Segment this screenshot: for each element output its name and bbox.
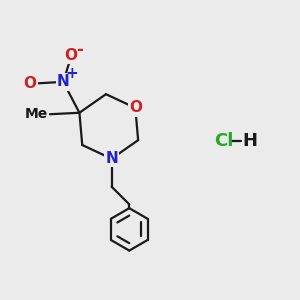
Text: +: +: [65, 66, 78, 81]
Text: O: O: [129, 100, 142, 116]
Text: H: H: [242, 132, 257, 150]
Text: -: -: [76, 41, 83, 59]
Text: N: N: [105, 151, 118, 166]
Text: N: N: [57, 74, 70, 89]
Text: Me: Me: [24, 107, 48, 121]
Text: Cl: Cl: [214, 132, 233, 150]
Text: O: O: [23, 76, 37, 91]
Text: O: O: [64, 48, 77, 63]
